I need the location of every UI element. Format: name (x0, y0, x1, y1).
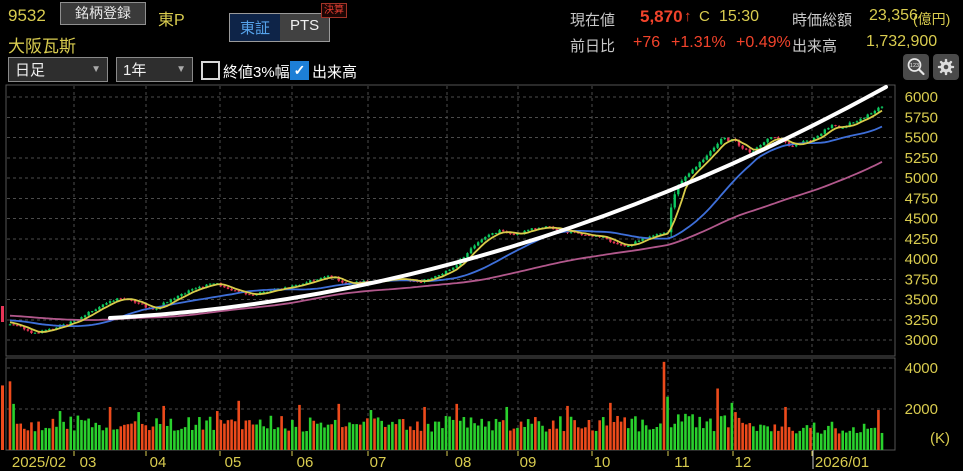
axis-label: 2026/01 (815, 454, 869, 471)
axis-label: 03 (80, 454, 97, 471)
axis-label: (K) (930, 430, 950, 447)
axis-label: 5250 (905, 150, 938, 167)
current-price-label: 現在値 (570, 12, 616, 29)
svg-text:123: 123 (910, 63, 919, 69)
range-select-value: 1年 (123, 62, 147, 79)
market-cap-label: 時価総額 (792, 12, 853, 29)
axis-label: 3000 (905, 332, 938, 349)
tab-pts[interactable]: PTS (280, 14, 330, 41)
axis-label: 6000 (905, 89, 938, 106)
market-segment-label: 東P (158, 12, 185, 29)
axis-label: 2000 (905, 401, 938, 418)
settings-button[interactable] (933, 54, 959, 80)
market-cap-value: 23,356 (869, 7, 918, 24)
volume-value: 1,732,900 (866, 33, 938, 50)
close-band-checkbox-label: 終値3%幅 (223, 64, 290, 81)
axis-label: 3750 (905, 271, 938, 288)
axis-label: 04 (150, 454, 167, 471)
axis-label: 3250 (905, 312, 938, 329)
stock-name: 大阪瓦斯 (8, 37, 76, 56)
register-stock-button[interactable]: 銘柄登録 (60, 2, 146, 25)
axis-label: 3500 (905, 292, 938, 309)
volume-checkbox-label: 出来高 (312, 64, 358, 81)
magnifier-123-icon: 123 (907, 58, 925, 76)
close-flag: C (699, 8, 710, 25)
axis-label: 5000 (905, 170, 938, 187)
axis-label: 5750 (905, 109, 938, 126)
tab-tosho[interactable]: 東証 (230, 14, 281, 41)
axis-label: 4750 (905, 190, 938, 207)
chevron-down-icon: ▼ (176, 64, 186, 75)
range-select[interactable]: 1年 ▼ (116, 57, 193, 82)
earnings-badge: 決算 (321, 3, 347, 18)
axis-label: 4000 (905, 360, 938, 377)
up-arrow-icon: ↑ (684, 8, 692, 25)
volume-label: 出来高 (792, 38, 838, 55)
interval-select-value: 日足 (15, 62, 46, 79)
axis-label: 08 (455, 454, 472, 471)
chevron-down-icon: ▼ (91, 64, 101, 75)
axis-label: 4500 (905, 211, 938, 228)
change-value: +76 (633, 34, 661, 51)
change-percent-2: +0.49% (736, 34, 791, 51)
axis-label: 07 (370, 454, 387, 471)
stock-code: 9532 (8, 6, 46, 25)
volume-checkbox[interactable] (290, 61, 309, 80)
axis-label: 09 (520, 454, 537, 471)
axis-label: 05 (225, 454, 242, 471)
close-band-checkbox[interactable] (201, 61, 220, 80)
current-price-value: 5,870 (640, 7, 683, 26)
ma-line (9, 161, 883, 321)
market-cap-unit: (億円) (913, 11, 951, 27)
axis-label: 4000 (905, 251, 938, 268)
ma-line (9, 109, 883, 333)
axis-label: 5500 (905, 130, 938, 147)
volume-bars (8, 361, 884, 450)
trend-line (108, 85, 888, 320)
interval-select[interactable]: 日足 ▼ (8, 57, 108, 82)
change-label: 前日比 (570, 38, 616, 55)
axis-label: 12 (735, 454, 752, 471)
change-percent: +1.31% (671, 34, 726, 51)
axis-label: 4250 (905, 231, 938, 248)
axis-label: 10 (594, 454, 611, 471)
axis-label: 11 (674, 454, 690, 471)
quote-time: 15:30 (719, 8, 760, 25)
exchange-tab-group[interactable]: 東証 PTS (229, 13, 331, 42)
zoom-button[interactable]: 123 (903, 54, 929, 80)
axis-label: 06 (297, 454, 314, 471)
axis-label: 2025/02 (12, 454, 66, 471)
gear-icon (937, 58, 955, 76)
